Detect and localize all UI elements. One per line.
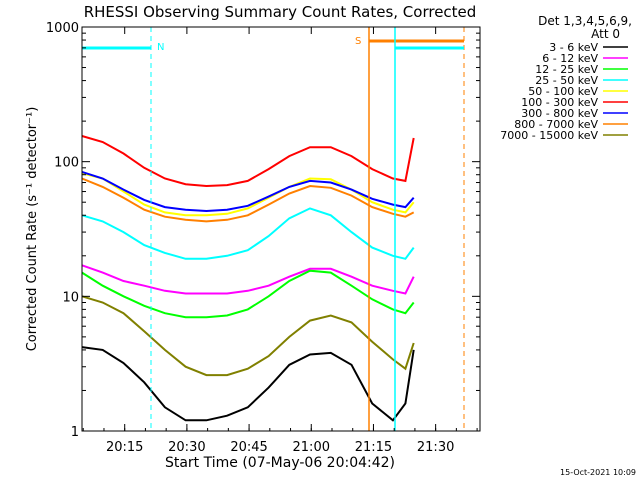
legend-label: 300 - 800 keV xyxy=(521,107,598,120)
series-line-3 xyxy=(81,207,415,260)
series-line-2 xyxy=(81,269,415,319)
series-line-4 xyxy=(81,172,415,217)
y-tick-label: 100 xyxy=(54,156,79,171)
series-line-7 xyxy=(81,177,415,223)
x-tick-label: 21:15 xyxy=(355,440,392,455)
flag-label-n: N xyxy=(157,42,164,53)
legend-label: 7000 - 15000 keV xyxy=(500,129,598,142)
legend-label: 6 - 12 keV xyxy=(542,52,598,65)
y-tick-label: 1000 xyxy=(46,21,79,36)
legend-label: 800 - 7000 keV xyxy=(514,118,598,131)
flag-label-s: S xyxy=(355,36,361,47)
legend-header-line-1: Det 1,3,4,5,6,9, xyxy=(538,14,632,28)
x-axis-label: Start Time (07-May-06 20:04:42) xyxy=(165,455,395,471)
legend-label: 100 - 300 keV xyxy=(521,96,598,109)
x-tick-label: 20:30 xyxy=(168,440,205,455)
x-tick-label: 20:45 xyxy=(230,440,267,455)
y-tick-label: 1 xyxy=(71,425,79,440)
legend-label: 25 - 50 keV xyxy=(535,74,598,87)
y-tick-label: 10 xyxy=(62,290,79,305)
x-tick-label: 20:15 xyxy=(106,440,143,455)
series-line-8 xyxy=(81,295,415,377)
series-line-5 xyxy=(81,135,415,188)
plot-frame xyxy=(81,26,481,432)
series-line-6 xyxy=(81,170,415,213)
legend-label: 50 - 100 keV xyxy=(528,85,598,98)
axis-layer: 20:15 20:30 20:45 21:00 21:15 21:30 1 10 100 1000 xyxy=(46,21,480,455)
legend-label: 3 - 6 keV xyxy=(549,41,598,54)
legend-label: 12 - 25 keV xyxy=(535,63,598,76)
flag-layer: NS xyxy=(82,27,465,431)
legend-header-line-2: Att 0 xyxy=(591,27,620,41)
series-line-1 xyxy=(81,264,415,295)
y-axis-label: Corrected Count Rate (s⁻¹ detector⁻¹) xyxy=(25,107,40,352)
timestamp: 15-Oct-2021 10:09 xyxy=(560,468,636,477)
chart-title: RHESSI Observing Summary Count Rates, Co… xyxy=(84,3,477,21)
series-line-0 xyxy=(81,346,415,422)
x-tick-label: 21:00 xyxy=(293,440,330,455)
series-layer xyxy=(81,135,415,422)
x-tick-label: 21:30 xyxy=(417,440,454,455)
